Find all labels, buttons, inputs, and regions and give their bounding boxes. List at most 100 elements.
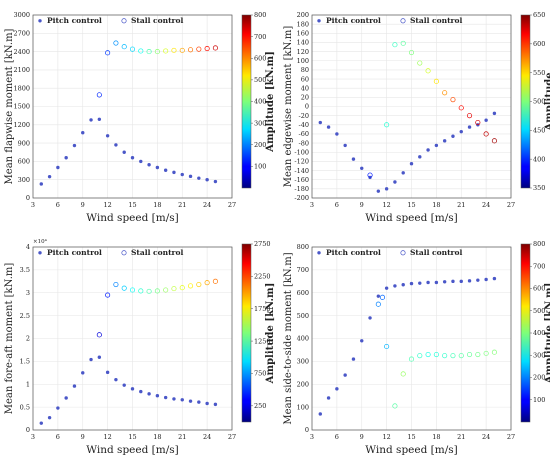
stall-point [375,301,381,307]
colorbar-tick-label: 400 [254,98,266,106]
x-tick-label: 18 [432,433,440,441]
stall-point [458,353,464,359]
colorbar-tick-label: 700 [254,33,266,41]
x-tick-label: 21 [457,433,465,441]
colorbar-gradient [241,243,252,423]
pitch-point [467,279,472,283]
stall-point [466,351,473,358]
pitch-point [426,148,430,152]
stall-point [408,49,415,56]
colorbar-tick-label: 500 [533,98,545,106]
stall-point [458,105,464,111]
x-tick-label: 27 [507,433,515,441]
pitch-point [418,281,422,285]
y-tick-label: -120 [294,158,309,166]
y-tick-label: -20 [299,112,309,120]
x-tick-label: 15 [128,201,136,209]
legend: Pitch control Stall control [317,16,462,25]
pitch-point [459,129,463,134]
x-tick-label: 24 [203,433,211,441]
axes-frame [311,246,512,431]
legend-stall-marker [400,18,406,24]
pitch-point [47,415,52,420]
colorbar-tick-label: 100 [533,396,545,404]
y-tick-label: 3000 [13,11,30,19]
stall-point [163,48,169,54]
colorbar-gradient [520,243,531,423]
colorbar-tick-label: 2750 [254,240,271,248]
pitch-point [172,170,176,175]
stall-point [163,287,169,293]
y-tick-label: 600 [18,158,30,166]
legend-stall-label: Stall control [131,248,183,257]
pitch-point [326,396,331,400]
pitch-point [434,143,439,148]
y-tick-label: 160 [297,30,309,38]
pitch-point [384,286,389,290]
pitch-point [81,131,85,135]
x-tick-label: 6 [56,433,60,441]
stall-point [113,40,119,46]
stall-point [113,281,119,288]
y-tick-label: 700 [297,266,309,274]
x-tick-label: 21 [457,201,465,209]
stall-point [187,283,194,289]
y-tick-label: 3.5 [20,266,30,274]
x-tick-label: 15 [128,433,136,441]
pitch-point [64,156,68,160]
series-pitch-control [318,111,497,193]
x-tick-label: 9 [81,433,85,441]
y-tick-label: 1200 [13,121,30,129]
x-tick-label: 15 [407,433,415,441]
y-axis-label: Mean flapwise moment [kN.m] [4,28,15,184]
x-tick-label: 21 [178,201,186,209]
colorbar-tick-label: 800 [533,240,545,248]
pitch-point [105,370,110,375]
x-tick-label: 24 [203,201,211,209]
pitch-point [205,401,209,406]
y-tick-label: 300 [18,176,30,184]
legend-stall-label: Stall control [410,16,462,25]
stall-point [138,288,144,294]
series-pitch-control [39,117,218,186]
pitch-point [213,179,218,184]
stall-point [138,48,144,54]
colorbar-tick-label: 300 [254,119,266,127]
x-tick-label: 18 [153,433,161,441]
pitch-point [484,118,488,122]
pitch-point [163,168,168,172]
y-tick-label: 1 [26,380,30,388]
x-tick-label: 24 [482,201,490,209]
colorbar-tick-label: 1250 [254,337,271,345]
colorbar-tick-label: 1750 [254,305,271,313]
pitch-point [97,117,102,122]
y-axis-label: Mean side-to-side moment [kN.m] [283,252,294,424]
y-tick-label: 1800 [13,84,30,92]
y-tick-label: -160 [294,176,309,184]
x-tick-label: 3 [310,201,314,209]
stall-point [129,287,136,293]
pitch-point [476,278,480,282]
y-tick-label: 200 [297,380,309,388]
stall-point [442,353,448,359]
legend-pitch-marker [317,251,321,255]
pitch-point [114,377,118,382]
pitch-point [409,161,414,166]
pitch-point [343,373,347,377]
pitch-point [451,279,455,284]
y-tick-label: 2 [26,335,30,343]
stall-point [204,45,210,52]
colorbar: 250 750 1250 1750 2250 2750 Amplitude [kN.m] [241,240,276,423]
pitch-point [376,189,381,193]
pitch-point [97,355,102,359]
y-tick-label: -60 [299,130,309,138]
y-tick-label: 400 [297,335,309,343]
x-tick-label: 12 [103,201,111,209]
stall-point [204,280,210,286]
series-stall-control [367,40,497,178]
stall-point [417,60,423,66]
legend-pitch-label: Pitch control [47,248,102,257]
stall-point [417,353,423,359]
stall-point [121,285,127,291]
colorbar-tick-label: 300 [533,351,545,359]
